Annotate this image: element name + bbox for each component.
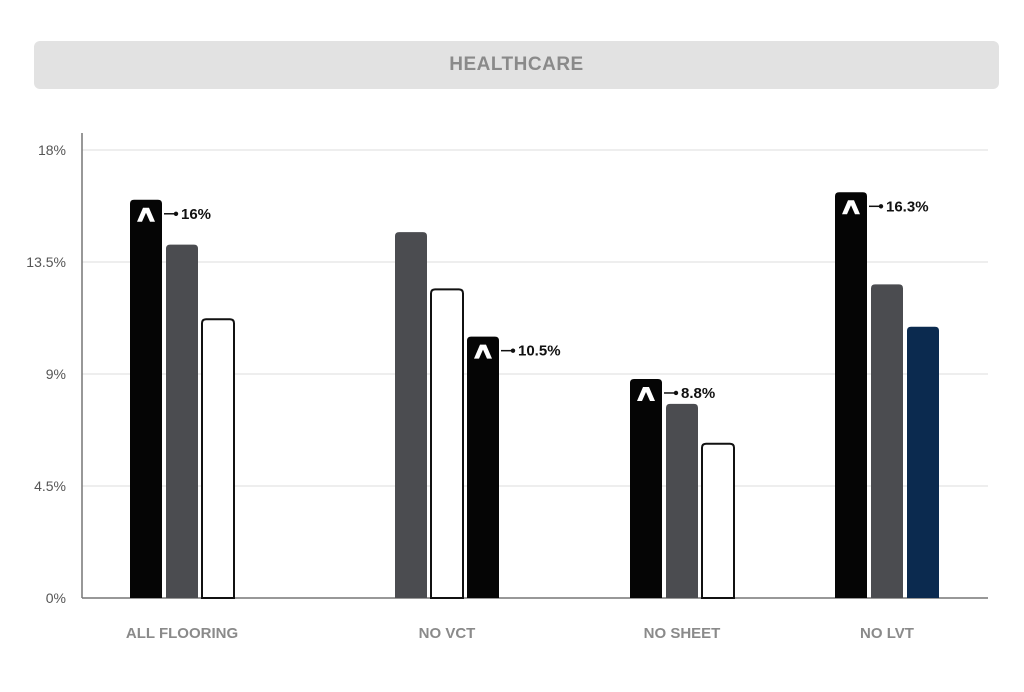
brand-logo-icon	[137, 207, 155, 222]
brand-logo-icon	[474, 344, 492, 359]
bar	[166, 244, 198, 599]
bar	[395, 232, 427, 598]
callout-dot	[510, 348, 516, 353]
data-label: 8.8%	[681, 385, 715, 402]
callout-dot	[173, 211, 179, 216]
y-tick-label: 18%	[38, 142, 66, 158]
x-category-label: ALL FLOORING	[126, 625, 238, 642]
x-category-label: NO LVT	[860, 625, 914, 642]
chart-title-bar: HEALTHCARE	[34, 41, 999, 89]
bar	[201, 318, 235, 599]
bar	[630, 378, 662, 598]
callout-dot	[878, 204, 884, 209]
brand-logo-icon	[842, 200, 860, 215]
x-category-label: NO SHEET	[644, 625, 721, 642]
y-tick-label: 0%	[46, 590, 66, 606]
data-label: 16%	[181, 206, 211, 223]
callout-dot	[673, 390, 679, 396]
data-label: 16.3%	[886, 198, 929, 215]
bar	[701, 442, 735, 599]
bar	[871, 284, 903, 598]
bar	[467, 336, 499, 598]
brand-logo-icon	[637, 386, 655, 401]
x-category-label: NO VCT	[419, 625, 476, 642]
bar	[907, 326, 939, 598]
bar	[430, 288, 464, 599]
chart-title: HEALTHCARE	[449, 54, 584, 75]
y-tick-label: 9%	[46, 366, 66, 382]
bar	[130, 199, 162, 598]
y-tick-label: 4.5%	[34, 478, 66, 494]
y-tick-label: 13.5%	[26, 254, 66, 270]
bar	[666, 403, 698, 598]
data-label: 10.5%	[518, 343, 561, 360]
bar	[835, 192, 867, 599]
